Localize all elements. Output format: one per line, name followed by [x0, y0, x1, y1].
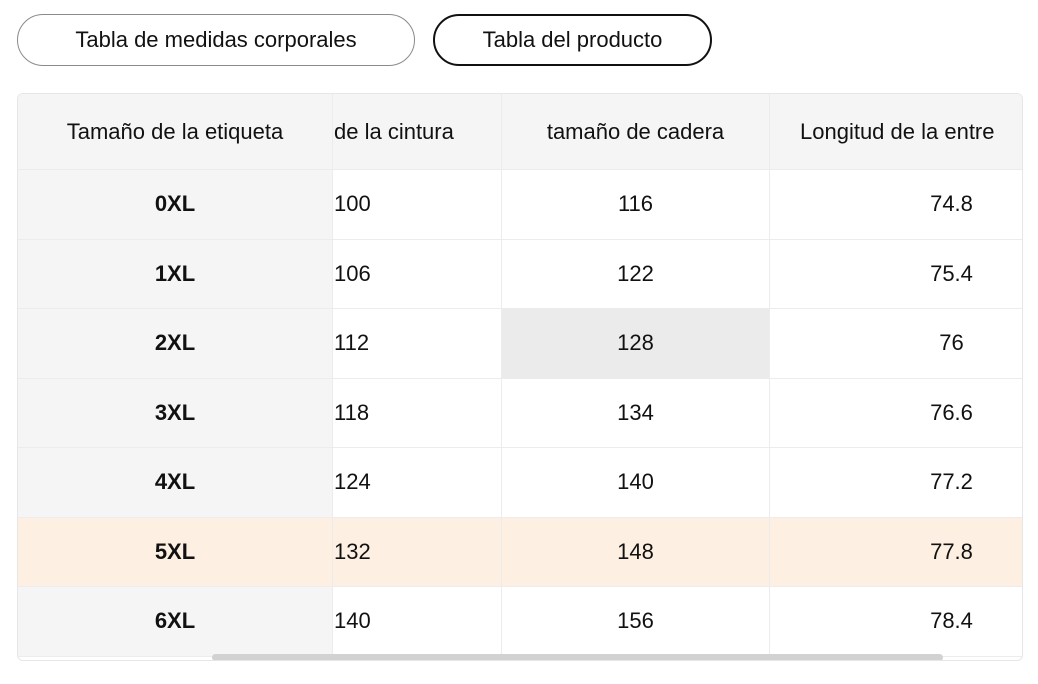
- measurement-cell: 140: [502, 448, 770, 518]
- measurement-cell: 74.8: [770, 170, 1022, 240]
- scrollbar[interactable]: [212, 654, 943, 660]
- measurement-cell: 124: [333, 448, 502, 518]
- measurement-cell: 148: [502, 517, 770, 587]
- size-label: 1XL: [18, 239, 333, 309]
- column-header: Tamaño de la etiqueta: [18, 94, 333, 170]
- measurement-cell: 76.6: [770, 379, 1022, 448]
- size-label: 5XL: [18, 517, 333, 587]
- measurement-cell: 78.4: [770, 587, 1022, 657]
- measurement-cell: 77.8: [770, 517, 1022, 587]
- measurement-cell: 140: [333, 587, 502, 657]
- measurement-cell: 116: [502, 170, 770, 240]
- tab-product-table[interactable]: Tabla del producto: [433, 14, 712, 66]
- tab-body-measurements[interactable]: Tabla de medidas corporales: [17, 14, 415, 66]
- measurement-cell: 106: [333, 239, 502, 309]
- measurement-cell: 112: [333, 309, 502, 379]
- measurement-cell: 128: [502, 309, 770, 379]
- measurement-cell: 134: [502, 378, 770, 448]
- size-label: 2XL: [18, 309, 333, 379]
- column-header: de la cintura: [333, 94, 502, 170]
- size-label: 0XL: [18, 170, 333, 240]
- measurement-cell: 132: [333, 517, 502, 587]
- measurement-cell: 122: [502, 239, 770, 309]
- measurement-cell: 75.4: [770, 240, 1022, 309]
- measurement-cell: 156: [502, 587, 770, 657]
- column-header: tamaño de cadera: [502, 94, 770, 170]
- measurement-cell: 76: [770, 309, 1022, 379]
- size-label: 4XL: [18, 448, 333, 518]
- measurement-cell: 100: [333, 170, 502, 240]
- column-header: Longitud de la entre: [770, 94, 1022, 170]
- size-label: 3XL: [18, 378, 333, 448]
- size-label: 6XL: [18, 587, 333, 657]
- measurement-cell: 77.2: [770, 448, 1022, 518]
- measurement-cell: 118: [333, 378, 502, 448]
- size-table: Tamaño de la etiqueta de la cintura tamaño…: [17, 93, 1023, 661]
